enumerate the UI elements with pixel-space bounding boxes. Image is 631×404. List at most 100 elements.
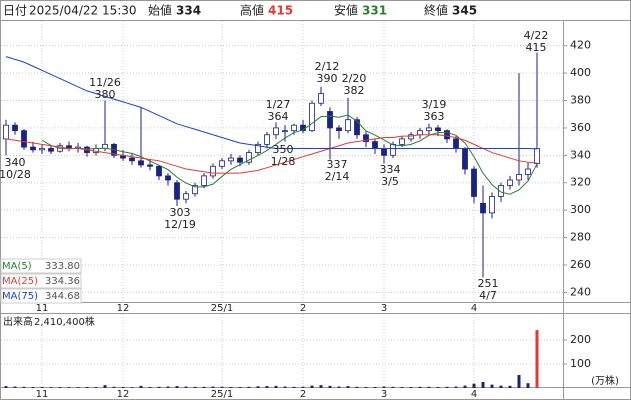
annotation: 382 <box>344 84 365 97</box>
legend-box <box>0 288 82 304</box>
y-tick-label: 420 <box>570 39 591 52</box>
volume-bar <box>310 385 314 388</box>
open-value: 334 <box>176 4 201 18</box>
volume-bar <box>256 386 260 388</box>
x-tick-label: 12 <box>117 303 130 314</box>
legend-value: 333.80 <box>45 261 80 272</box>
volume-bar <box>301 386 305 388</box>
candle-body <box>291 124 297 132</box>
volume-bar <box>445 386 449 388</box>
x-tick-label: 11 <box>36 303 49 314</box>
volume-bar <box>58 387 62 388</box>
annotation: 4/7 <box>479 289 497 302</box>
candle-body <box>327 111 333 129</box>
volume-bar <box>247 386 251 388</box>
x-tick-label: 25/1 <box>211 303 233 314</box>
candle-body <box>3 124 9 140</box>
candle-body <box>381 148 387 156</box>
annotation: 340 <box>5 156 26 169</box>
volume-bar <box>346 386 350 388</box>
candle-body <box>399 138 405 145</box>
legend-value: 334.36 <box>45 276 80 287</box>
volume-total: 2,410,400株 <box>34 315 95 328</box>
annotation: 3/5 <box>381 175 399 188</box>
volume-bar <box>175 386 179 388</box>
volume-bar <box>499 385 503 388</box>
annotation: 1/27 <box>266 98 291 111</box>
volume-bar <box>436 387 440 388</box>
annotation: 303 <box>170 206 191 219</box>
candle-body <box>165 175 171 181</box>
legend-value: 344.68 <box>45 291 80 302</box>
annotation: 363 <box>424 110 445 123</box>
volume-bar <box>463 385 467 388</box>
candle-body <box>192 185 198 195</box>
high-value: 415 <box>268 4 293 18</box>
volume-bar <box>364 387 368 388</box>
annotation: 2/14 <box>325 170 350 183</box>
volume-bar <box>283 386 287 388</box>
legend-box <box>0 273 82 289</box>
volume-bar <box>355 386 359 388</box>
annotation: 4/22 <box>524 29 549 42</box>
annotation: 1/28 <box>271 155 296 168</box>
volume-bar <box>472 383 476 388</box>
volume-bar <box>157 386 161 388</box>
annotation: 3/19 <box>422 98 447 111</box>
date: 2025/04/22 15:30 <box>29 4 137 18</box>
volume-bar <box>418 386 422 388</box>
volume-bar <box>112 386 116 388</box>
volume-bar <box>427 386 431 388</box>
y-tick-label: 340 <box>570 148 591 161</box>
volume-bar <box>409 387 413 388</box>
annotation: 251 <box>478 277 499 290</box>
ma-line <box>41 114 538 195</box>
close-label: 終値 <box>424 3 448 18</box>
candle-body <box>21 130 27 148</box>
annotation: 11/26 <box>89 76 121 89</box>
volume-bar <box>166 386 170 388</box>
candle-body <box>345 119 351 132</box>
candle-body <box>471 168 477 197</box>
volume-bar <box>67 387 71 388</box>
y-tick-label: 400 <box>570 66 591 79</box>
volume-bar <box>49 387 53 388</box>
candle-body <box>201 175 207 186</box>
annotation: 390 <box>317 72 338 85</box>
candle-body <box>435 127 441 132</box>
candle-body <box>219 160 225 167</box>
candle-body <box>129 157 135 162</box>
annotation: 380 <box>95 88 116 101</box>
candle-body <box>237 157 243 163</box>
candle-body <box>309 102 315 132</box>
volume-bar <box>31 387 35 388</box>
volume-bar <box>490 384 494 388</box>
candle-body <box>525 168 531 175</box>
annotation: 2/12 <box>315 60 340 73</box>
x-tick-label: 3 <box>381 389 387 400</box>
y-tick-label: 280 <box>570 231 591 244</box>
candle-body <box>39 148 45 151</box>
candle-body <box>30 146 36 151</box>
volume-bar <box>130 387 134 388</box>
y-tick-label: 300 <box>570 203 591 216</box>
volume-bar <box>328 385 332 388</box>
candle-body <box>147 164 153 167</box>
volume-bar <box>238 387 242 388</box>
volume-bar <box>220 386 224 388</box>
candle-body <box>246 152 252 163</box>
x-tick-label: 11 <box>36 389 49 400</box>
candle-body <box>228 157 234 162</box>
candle-body <box>282 130 288 133</box>
y-tick-label: 360 <box>570 121 591 134</box>
volume-bar <box>508 385 512 388</box>
candle-body <box>363 134 369 143</box>
y-tick-label: 100 <box>570 357 591 370</box>
volume-bar <box>526 383 530 388</box>
high-label: 高値 <box>240 3 264 18</box>
volume-bar <box>319 385 323 388</box>
candle-body <box>372 141 378 149</box>
volume-bar <box>373 387 377 388</box>
candle-body <box>453 138 459 149</box>
x-tick-label: 4 <box>471 389 477 400</box>
